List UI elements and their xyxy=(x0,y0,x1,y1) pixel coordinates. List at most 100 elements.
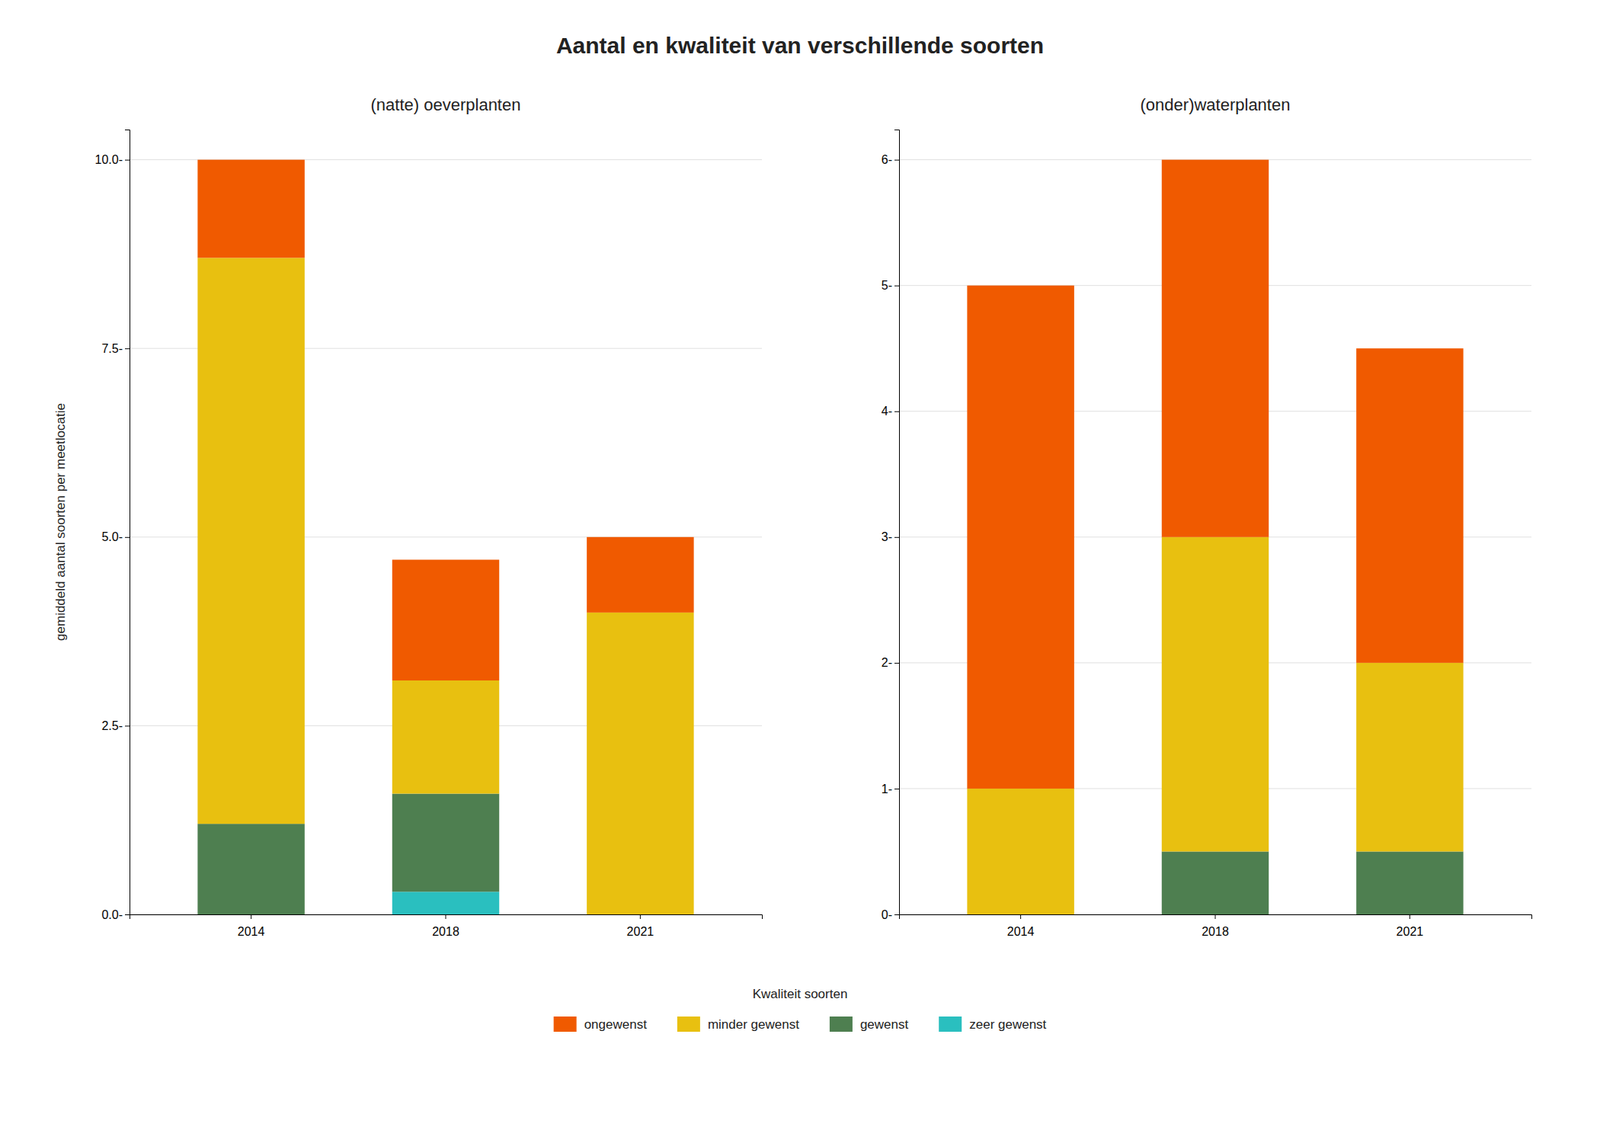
subtitle: (onder)waterplanten xyxy=(1140,95,1291,115)
bar-segment xyxy=(392,793,500,893)
y-tick-label: 3- xyxy=(881,530,893,544)
subtitle: (natte) oeverplanten xyxy=(371,95,522,115)
y-tick: 2.5- xyxy=(101,719,130,733)
bar-segment xyxy=(586,612,694,915)
x-tick-mark xyxy=(250,914,252,919)
bar-segment xyxy=(1356,348,1463,663)
y-tick-mark xyxy=(894,662,900,664)
series xyxy=(392,891,500,915)
x-tick: 2014 xyxy=(1007,914,1035,938)
legend-swatch xyxy=(553,1016,577,1032)
bar-segment xyxy=(586,537,694,613)
bar-segment xyxy=(197,257,304,824)
legend-label: zeer gewenst xyxy=(969,1017,1047,1032)
y-tick-label: 5- xyxy=(881,278,893,292)
x-axis: 2014 2018 2021 xyxy=(899,914,1533,938)
bar-segment xyxy=(966,285,1074,789)
legend-label: ongewenst xyxy=(584,1017,648,1032)
y-tick-mark xyxy=(124,537,130,538)
bar-segment xyxy=(1356,851,1463,915)
y-tick: 2- xyxy=(881,656,900,669)
legend-label: minder gewenst xyxy=(707,1017,800,1032)
legend-label: gewenst xyxy=(860,1017,909,1032)
bar-segment xyxy=(197,823,304,915)
legend-items: ongewenst minder gewenst gewenst zeer gewen… xyxy=(553,1016,1047,1032)
y-tick-mark xyxy=(124,725,130,727)
bars xyxy=(966,160,1463,915)
legend-item: zeer gewenst xyxy=(938,1016,1047,1032)
y-tick: 7.5- xyxy=(101,342,130,356)
legend-title: Kwaliteit soorten xyxy=(752,986,848,1002)
legend-item: minder gewenst xyxy=(677,1016,800,1032)
x-tick-mark xyxy=(640,914,641,919)
y-tick-mark xyxy=(894,160,900,161)
y-tick: 4- xyxy=(881,404,900,418)
x-tick-label: 2018 xyxy=(432,924,460,938)
y-tick: 10.0- xyxy=(95,153,130,167)
bar-segment xyxy=(197,160,304,259)
y-tick-label: 6- xyxy=(881,153,893,167)
y-tick-label: 1- xyxy=(881,782,893,796)
bar-segment xyxy=(1356,662,1463,852)
x-axis-line xyxy=(899,915,1533,920)
grid xyxy=(899,160,1532,915)
x-tick-label: 2014 xyxy=(237,924,266,938)
y-tick-label: 4- xyxy=(881,404,893,418)
y-axis: 0.0- 2.5- 5.0- 7.5- 10.0- xyxy=(95,130,131,922)
y-axis: 0- 1- 2- 3- 4- 5- 6- xyxy=(881,130,900,922)
x-axis: 2014 2018 2021 xyxy=(130,914,763,938)
panel: 0.0- 2.5- 5.0- 7.5- 10.0- 2014 2018 2021 (natte)… xyxy=(53,95,763,938)
chart-root: Aantal en kwaliteit van verschillende so… xyxy=(0,0,1600,1143)
bar-segment xyxy=(1161,160,1269,538)
y-tick: 5.0- xyxy=(101,530,130,544)
x-tick: 2018 xyxy=(1201,914,1229,938)
y-axis-title: gemiddeld aantal soorten per meetlocatie xyxy=(53,403,68,641)
y-tick-label: 2- xyxy=(881,656,893,669)
x-tick-mark xyxy=(1409,914,1411,919)
y-tick: 3- xyxy=(881,530,900,544)
series xyxy=(1161,851,1464,915)
legend-item: gewenst xyxy=(829,1016,909,1032)
y-tick-mark xyxy=(894,411,900,413)
legend-swatch xyxy=(677,1016,701,1032)
x-tick: 2018 xyxy=(432,914,460,938)
y-tick-label: 10.0- xyxy=(95,153,123,167)
y-axis-line xyxy=(124,130,131,916)
x-tick-mark xyxy=(445,914,447,919)
legend: Kwaliteit soorten ongewenst minder gewenst… xyxy=(553,986,1047,1032)
x-tick: 2014 xyxy=(237,914,266,938)
y-tick: 5- xyxy=(881,278,900,292)
y-tick-mark xyxy=(124,914,130,916)
legend-item: ongewenst xyxy=(553,1016,648,1032)
y-tick-mark xyxy=(124,348,130,349)
bar-segment xyxy=(392,680,500,794)
y-tick-mark xyxy=(894,537,900,538)
y-tick: 6- xyxy=(881,153,900,167)
y-tick: 0- xyxy=(881,908,900,922)
x-tick: 2021 xyxy=(1396,914,1424,938)
x-tick-label: 2018 xyxy=(1201,924,1229,938)
bar-segment xyxy=(1161,537,1269,852)
title: Aantal en kwaliteit van verschillende so… xyxy=(556,32,1044,58)
bar-segment xyxy=(392,891,500,915)
y-tick: 0.0- xyxy=(101,908,130,922)
y-tick-mark xyxy=(124,160,130,161)
x-tick-label: 2021 xyxy=(627,924,655,938)
y-tick-label: 7.5- xyxy=(101,342,123,356)
panel: 0- 1- 2- 3- 4- 5- 6- 2014 2018 2021 (onder)waterpl… xyxy=(881,95,1533,938)
series xyxy=(197,160,694,681)
x-tick-label: 2021 xyxy=(1396,924,1424,938)
y-tick-label: 0- xyxy=(881,908,893,922)
bar-segment xyxy=(392,560,500,681)
y-tick-label: 0.0- xyxy=(101,908,123,922)
bar-segment xyxy=(966,788,1074,915)
grid xyxy=(129,160,762,915)
y-tick-label: 5.0- xyxy=(101,530,123,544)
x-tick-mark xyxy=(1020,914,1021,919)
y-tick-mark xyxy=(894,285,900,287)
x-tick-mark xyxy=(1215,914,1216,919)
y-axis-line xyxy=(894,130,900,916)
y-tick: 1- xyxy=(881,782,900,796)
bars xyxy=(197,160,694,915)
series xyxy=(966,160,1463,789)
